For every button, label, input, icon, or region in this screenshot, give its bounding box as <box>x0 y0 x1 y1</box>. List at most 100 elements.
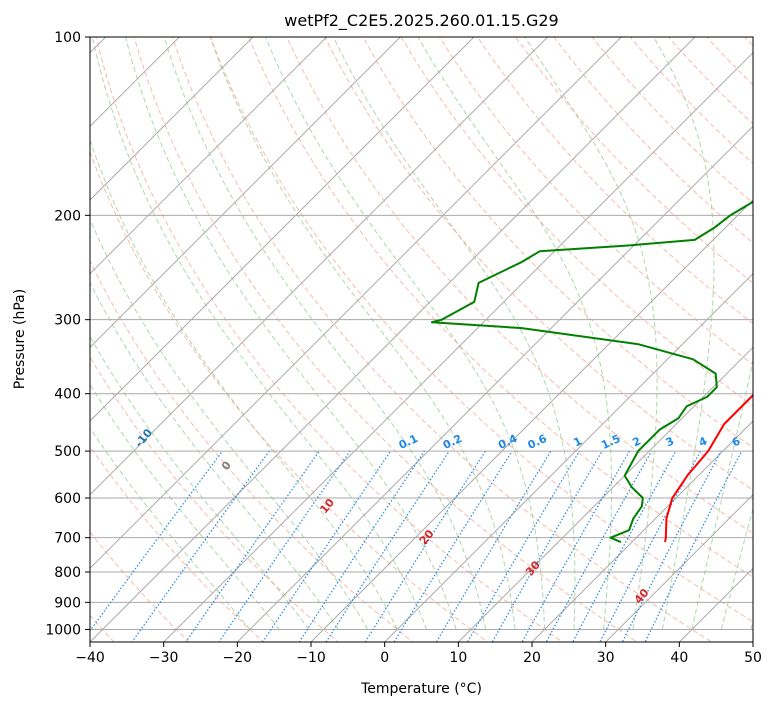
mixing-ratio-label: 6 <box>730 434 743 449</box>
x-tick-label: −30 <box>149 650 179 666</box>
isotherm-line <box>90 37 696 642</box>
moist-adiabat-line <box>90 427 251 630</box>
isotherm-line <box>457 346 753 642</box>
mixing-ratio-line <box>218 450 351 642</box>
dry-adiabat-label: 30 <box>523 558 543 578</box>
y-tick-label: 1000 <box>45 622 81 638</box>
dry-adiabat-line <box>515 37 753 284</box>
moist-adiabat-line <box>90 281 339 630</box>
dry-adiabat-line <box>90 356 340 642</box>
mixing-ratio-label: 4 <box>697 434 710 449</box>
x-tick-label: 0 <box>380 650 389 666</box>
mixing-ratio-label: 0.6 <box>526 432 549 452</box>
y-axis-ticks: 100 200 300 400 500 600 700 800 900 1000 <box>45 30 90 638</box>
y-tick-label: 800 <box>54 565 81 581</box>
moist-adiabat-line <box>691 358 753 630</box>
isotherm-line <box>752 641 753 642</box>
x-tick-label: 10 <box>449 650 467 666</box>
mixing-ratio-lines <box>90 450 743 642</box>
moist-adiabat-line <box>720 506 753 630</box>
mixing-ratio-line <box>131 450 270 642</box>
dry-adiabat-label: 20 <box>417 527 437 547</box>
dry-adiabat-line <box>770 24 775 654</box>
y-tick-label: 700 <box>54 531 81 547</box>
dry-adiabat-line <box>477 37 753 325</box>
moist-adiabats <box>90 37 753 630</box>
isotherm-line <box>531 420 753 642</box>
mixing-ratio-line <box>298 450 425 642</box>
sounding-profiles <box>430 200 753 543</box>
x-axis-label: Temperature (°C) <box>360 681 482 697</box>
dry-adiabat-label: -30 <box>0 365 2 389</box>
isotherm-line <box>90 37 549 496</box>
x-tick-label: 30 <box>597 650 615 666</box>
mixing-ratio-line <box>521 450 631 642</box>
moist-adiabat-line <box>91 37 428 630</box>
isotherm-line <box>90 37 475 422</box>
dry-adiabat-line <box>90 445 265 642</box>
moist-adiabat-line <box>163 37 487 630</box>
moist-adiabat-line <box>653 37 715 630</box>
mixing-ratio-line <box>466 450 580 642</box>
mixing-ratio-line <box>621 450 722 642</box>
moist-adiabat-line <box>750 619 753 630</box>
dry-adiabat-line <box>744 37 753 47</box>
mixing-ratio-line <box>435 450 552 642</box>
dry-adiabat-line <box>362 37 753 449</box>
dry-adiabat-line <box>248 37 753 578</box>
dry-adiabat-line <box>324 37 753 491</box>
dry-adiabat-line <box>286 37 753 534</box>
dry-adiabat-line <box>95 37 564 642</box>
mixing-ratio-label: 0.4 <box>496 432 519 452</box>
dry-adiabat-line <box>438 37 753 366</box>
dewpoint-profile <box>430 200 753 543</box>
mixing-ratio-label: 1.5 <box>599 432 622 452</box>
moist-adiabat-line <box>417 37 613 630</box>
y-tick-label: 500 <box>54 444 81 460</box>
temperature-profile <box>664 393 753 543</box>
dry-adiabat-line <box>133 37 638 642</box>
dry-adiabat-label: -10 <box>132 426 155 450</box>
dry-adiabats <box>90 24 775 654</box>
dry-adiabat-line <box>705 37 753 86</box>
x-tick-label: 50 <box>744 650 762 666</box>
isotherm-line <box>383 272 753 642</box>
mixing-ratio-line <box>185 450 320 642</box>
dry-adiabat-line <box>591 37 753 204</box>
isotherm-line <box>310 199 753 642</box>
diagram-labels: 0.10.20.40.611.52346810131620253036-100-… <box>0 365 743 606</box>
x-tick-label: 40 <box>670 650 688 666</box>
mixing-ratio-line <box>393 450 513 642</box>
y-tick-label: 300 <box>54 313 81 329</box>
plot-area: 0.10.20.40.611.52346810131620253036-100-… <box>0 24 775 654</box>
mixing-ratio-line <box>364 450 486 642</box>
isotherm-line <box>90 37 402 349</box>
moist-adiabat-line <box>524 37 658 630</box>
isotherm-line <box>90 37 328 275</box>
moist-adiabat-line <box>90 138 398 630</box>
mixing-ratio-line <box>491 450 603 642</box>
isotherm-line <box>236 125 753 642</box>
y-tick-label: 400 <box>54 387 81 403</box>
dry-adiabat-line <box>209 37 753 623</box>
y-tick-label: 100 <box>54 30 81 46</box>
isotherm-line <box>90 37 181 128</box>
dry-adiabat-line <box>400 37 753 407</box>
mixing-ratio-line <box>545 450 653 642</box>
isotherm-line <box>90 37 254 201</box>
x-tick-label: −10 <box>296 650 326 666</box>
moist-adiabat-line <box>332 37 576 630</box>
y-axis-label: Pressure (hPa) <box>12 289 28 389</box>
dry-adiabat-line <box>90 259 414 642</box>
y-tick-label: 200 <box>54 208 81 224</box>
mixing-ratio-line <box>644 450 743 642</box>
moist-adiabat-line <box>125 37 457 630</box>
mixing-ratio-label: 1 <box>572 434 584 449</box>
mixing-ratio-label: 0.1 <box>397 432 420 452</box>
y-tick-label: 600 <box>54 491 81 507</box>
mixing-ratio-line <box>325 450 450 642</box>
moist-adiabat-line <box>265 37 546 630</box>
x-tick-label: 20 <box>523 650 541 666</box>
dry-adiabat-line <box>171 37 713 642</box>
isotherm-line <box>678 567 753 642</box>
